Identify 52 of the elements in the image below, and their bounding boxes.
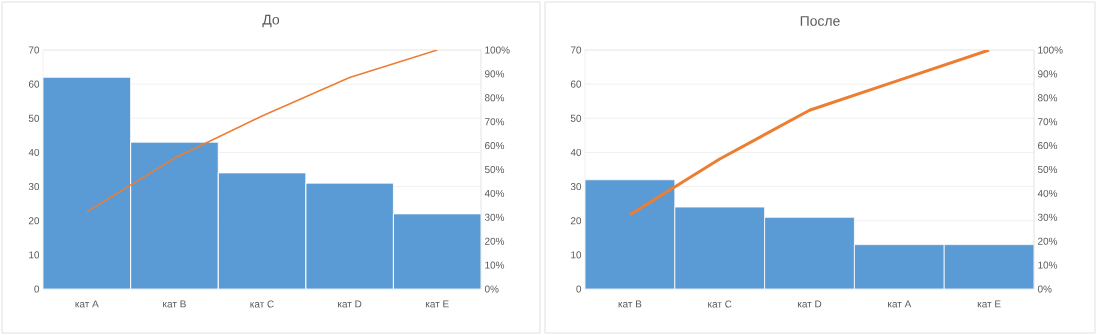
- y2-tick-label: 60%: [1038, 142, 1058, 150]
- y-tick-label: 40: [570, 148, 582, 156]
- line-series: [86, 50, 438, 213]
- x-tick-label: кат A: [75, 300, 99, 308]
- y-tick-label: 60: [28, 80, 40, 88]
- y2-tick-label: 30%: [484, 213, 505, 221]
- y-tick-label: 10: [571, 251, 582, 259]
- y2-tick-label: 10%: [485, 261, 505, 269]
- y2-tick-label: 20%: [1038, 237, 1058, 245]
- y2-tick-label: 0%: [1037, 285, 1052, 293]
- y2-tick-label: 10%: [1038, 261, 1058, 269]
- y2-tick-label: 100%: [1038, 46, 1063, 54]
- y-tick-label: 70: [28, 46, 40, 54]
- y-tick-label: 50: [28, 114, 40, 122]
- y2-tick-label: 90%: [1038, 70, 1058, 78]
- y2-tick-label: 50%: [1037, 165, 1058, 174]
- y-tick-label: 20: [570, 217, 582, 225]
- y2-tick-label: 40%: [484, 189, 505, 197]
- y-tick-label: 30: [28, 183, 40, 191]
- y-tick-label: 10: [29, 251, 40, 259]
- y-tick-label: 30: [570, 183, 582, 191]
- x-tick-label: кат C: [250, 300, 274, 308]
- y-tick-label: 50: [570, 114, 582, 122]
- chart-title: До: [262, 14, 280, 28]
- x-tick-label: кат E: [425, 300, 449, 308]
- y-tick-label: 60: [570, 80, 582, 88]
- y2-tick-label: 50%: [484, 165, 505, 174]
- x-tick-label: кат A: [888, 300, 912, 308]
- y2-tick-label: 70%: [485, 118, 505, 126]
- x-tick-label: кат D: [338, 300, 362, 308]
- y2-tick-label: 80%: [484, 94, 505, 102]
- y-tick-label: 70: [570, 46, 582, 54]
- x-tick-label: кат B: [163, 300, 186, 308]
- chart-title: После: [800, 16, 840, 26]
- y2-tick-label: 40%: [1037, 189, 1058, 197]
- x-tick-label: кат B: [618, 300, 642, 308]
- y2-tick-label: 20%: [485, 237, 505, 245]
- line-series: [628, 50, 991, 217]
- y2-tick-label: 30%: [1037, 213, 1058, 221]
- y-tick-label: 0: [34, 285, 40, 293]
- y-tick-label: 20: [28, 217, 40, 225]
- y2-tick-label: 100%: [485, 46, 510, 54]
- x-tick-label: кат C: [708, 300, 732, 308]
- x-tick-label: кат E: [977, 300, 1001, 308]
- y2-tick-label: 70%: [1038, 118, 1058, 126]
- y2-tick-label: 90%: [484, 70, 505, 78]
- y-tick-label: 0: [576, 285, 582, 293]
- y2-tick-label: 80%: [1037, 94, 1058, 102]
- x-tick-label: кат D: [797, 300, 822, 308]
- y2-tick-label: 0%: [484, 285, 499, 293]
- y2-tick-label: 60%: [485, 142, 505, 150]
- y-tick-label: 40: [28, 148, 40, 156]
